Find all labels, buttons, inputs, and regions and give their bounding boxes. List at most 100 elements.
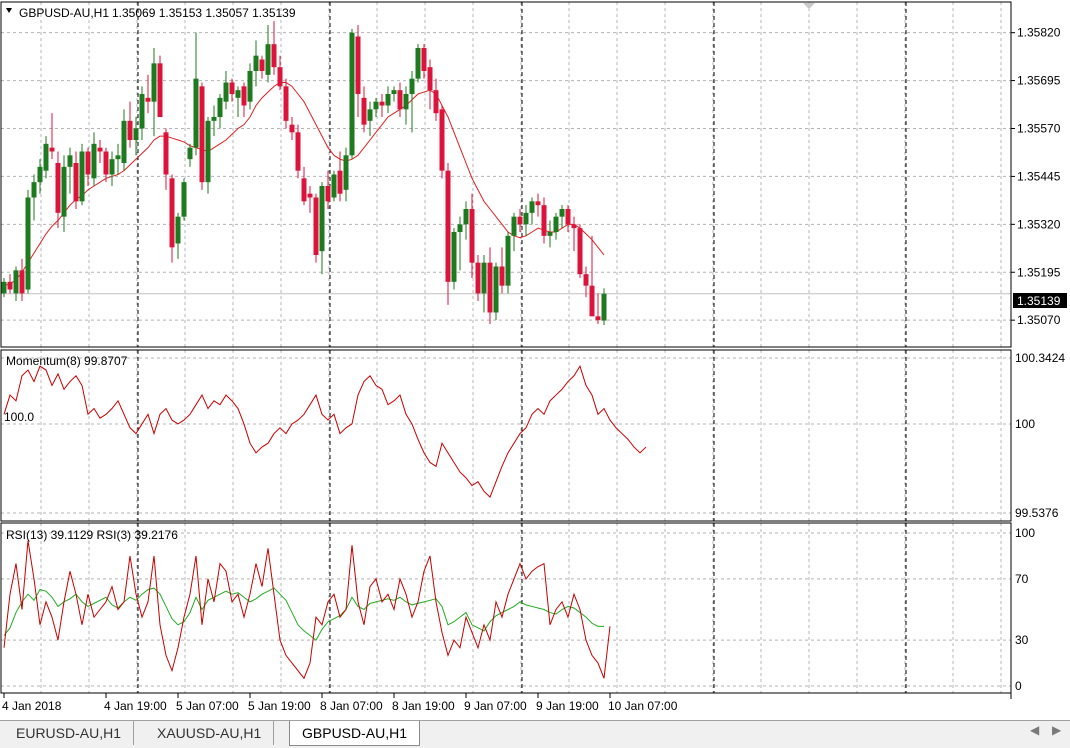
mom-panel-frame — [0, 349, 1012, 522]
candle-body — [283, 86, 289, 121]
candle — [37, 159, 43, 194]
scroll-left-icon[interactable]: ◀ — [1030, 723, 1040, 737]
candle-body — [169, 178, 175, 248]
candle — [523, 205, 529, 236]
tab-eurusd[interactable]: EURUSD-AU,H1 — [4, 721, 135, 745]
y-tick-label: 1.35570 — [1017, 122, 1061, 136]
candle-body — [595, 316, 601, 321]
candle — [61, 155, 67, 232]
candle-body — [463, 209, 469, 225]
candle — [265, 25, 271, 83]
candle-body — [265, 44, 271, 75]
candle — [307, 186, 313, 213]
momentum-level-label: 100.0 — [4, 410, 34, 424]
candle — [313, 193, 319, 263]
candle — [361, 86, 367, 133]
candle — [247, 63, 253, 110]
candle — [19, 258, 25, 301]
candle-body — [409, 78, 415, 94]
candle — [367, 101, 373, 137]
rsi-y-tick-label: 100 — [1015, 526, 1035, 540]
candle — [409, 71, 415, 133]
candle — [193, 32, 199, 156]
candle-body — [235, 90, 241, 98]
candle-body — [313, 197, 319, 255]
candle-body — [139, 94, 145, 129]
y-tick-label: 1.35195 — [1017, 265, 1061, 279]
candle-body — [493, 266, 499, 313]
candle — [595, 293, 601, 324]
chart-shift-marker-icon[interactable] — [803, 3, 815, 9]
candle-body — [403, 94, 409, 110]
candle — [601, 288, 607, 326]
candle — [487, 247, 493, 324]
candle — [235, 86, 241, 117]
candle-body — [43, 143, 49, 171]
candle — [109, 151, 115, 186]
candle-body — [517, 216, 523, 225]
main-chart-title: GBPUSD-AU,H1 — [19, 6, 109, 20]
candle — [85, 147, 91, 186]
candle-body — [49, 147, 55, 152]
rsi-title: RSI(13) 39.1129 RSI(3) 39.2176 — [6, 528, 178, 542]
candle — [13, 266, 19, 301]
tab-gbpusd[interactable]: GBPUSD-AU,H1 — [289, 721, 421, 746]
candle — [301, 166, 307, 206]
triangle-down-icon — [6, 8, 12, 13]
candle-body — [277, 67, 283, 87]
candle-body — [271, 44, 277, 68]
x-tick-label: 9 Jan 07:00 — [464, 699, 527, 713]
candle-body — [583, 274, 589, 286]
candle-body — [193, 78, 199, 148]
candle — [1, 278, 7, 298]
indicator-layer — [3, 364, 647, 680]
candle — [511, 212, 517, 252]
candle-body — [175, 216, 181, 244]
candle-body — [133, 128, 139, 140]
candle — [403, 86, 409, 125]
candle — [163, 128, 169, 190]
candle — [421, 44, 427, 79]
candle — [319, 182, 325, 275]
momentum-y-tick-label: 100.3424 — [1015, 351, 1065, 365]
candle-body — [1, 281, 7, 294]
candle — [127, 101, 133, 148]
candle — [211, 105, 217, 137]
candle-body — [337, 170, 343, 194]
candle-body — [451, 232, 457, 282]
candle-body — [541, 205, 547, 236]
candle — [121, 109, 127, 171]
main-chart-header-values: 1.35069 1.35153 1.35057 1.35139 — [112, 6, 296, 20]
candle — [175, 212, 181, 259]
candle-body — [523, 212, 529, 225]
candle-body — [115, 155, 121, 160]
candle — [577, 224, 583, 278]
candle — [157, 55, 163, 117]
candle — [355, 25, 361, 117]
candle — [205, 117, 211, 194]
chart-area[interactable]: 1.35820 1.35695 1.35570 1.35445 1.35320 1.351… — [0, 0, 1070, 720]
momentum-y-tick-label: 100 — [1015, 417, 1035, 431]
candle-body — [199, 86, 205, 183]
candle-body — [385, 94, 391, 106]
candle-body — [217, 97, 223, 117]
candle-body — [25, 197, 31, 290]
candle-body — [349, 32, 355, 156]
candle — [223, 71, 229, 110]
candle — [169, 174, 175, 263]
candle — [325, 170, 331, 209]
candle-body — [13, 270, 19, 294]
candle-body — [547, 232, 553, 236]
scroll-right-icon[interactable]: ▶ — [1052, 723, 1062, 737]
candle-body — [19, 270, 25, 294]
tab-xauusd[interactable]: XAUUSD-AU,H1 — [145, 721, 275, 745]
candle — [457, 216, 463, 271]
y-tick-label: 1.35820 — [1017, 26, 1061, 40]
candle-body — [211, 117, 217, 121]
candle-body — [601, 293, 607, 321]
candle — [43, 136, 49, 179]
candle — [469, 193, 475, 278]
x-tick-label: 4 Jan 2018 — [2, 699, 62, 713]
x-tick-label: 10 Jan 07:00 — [608, 699, 678, 713]
